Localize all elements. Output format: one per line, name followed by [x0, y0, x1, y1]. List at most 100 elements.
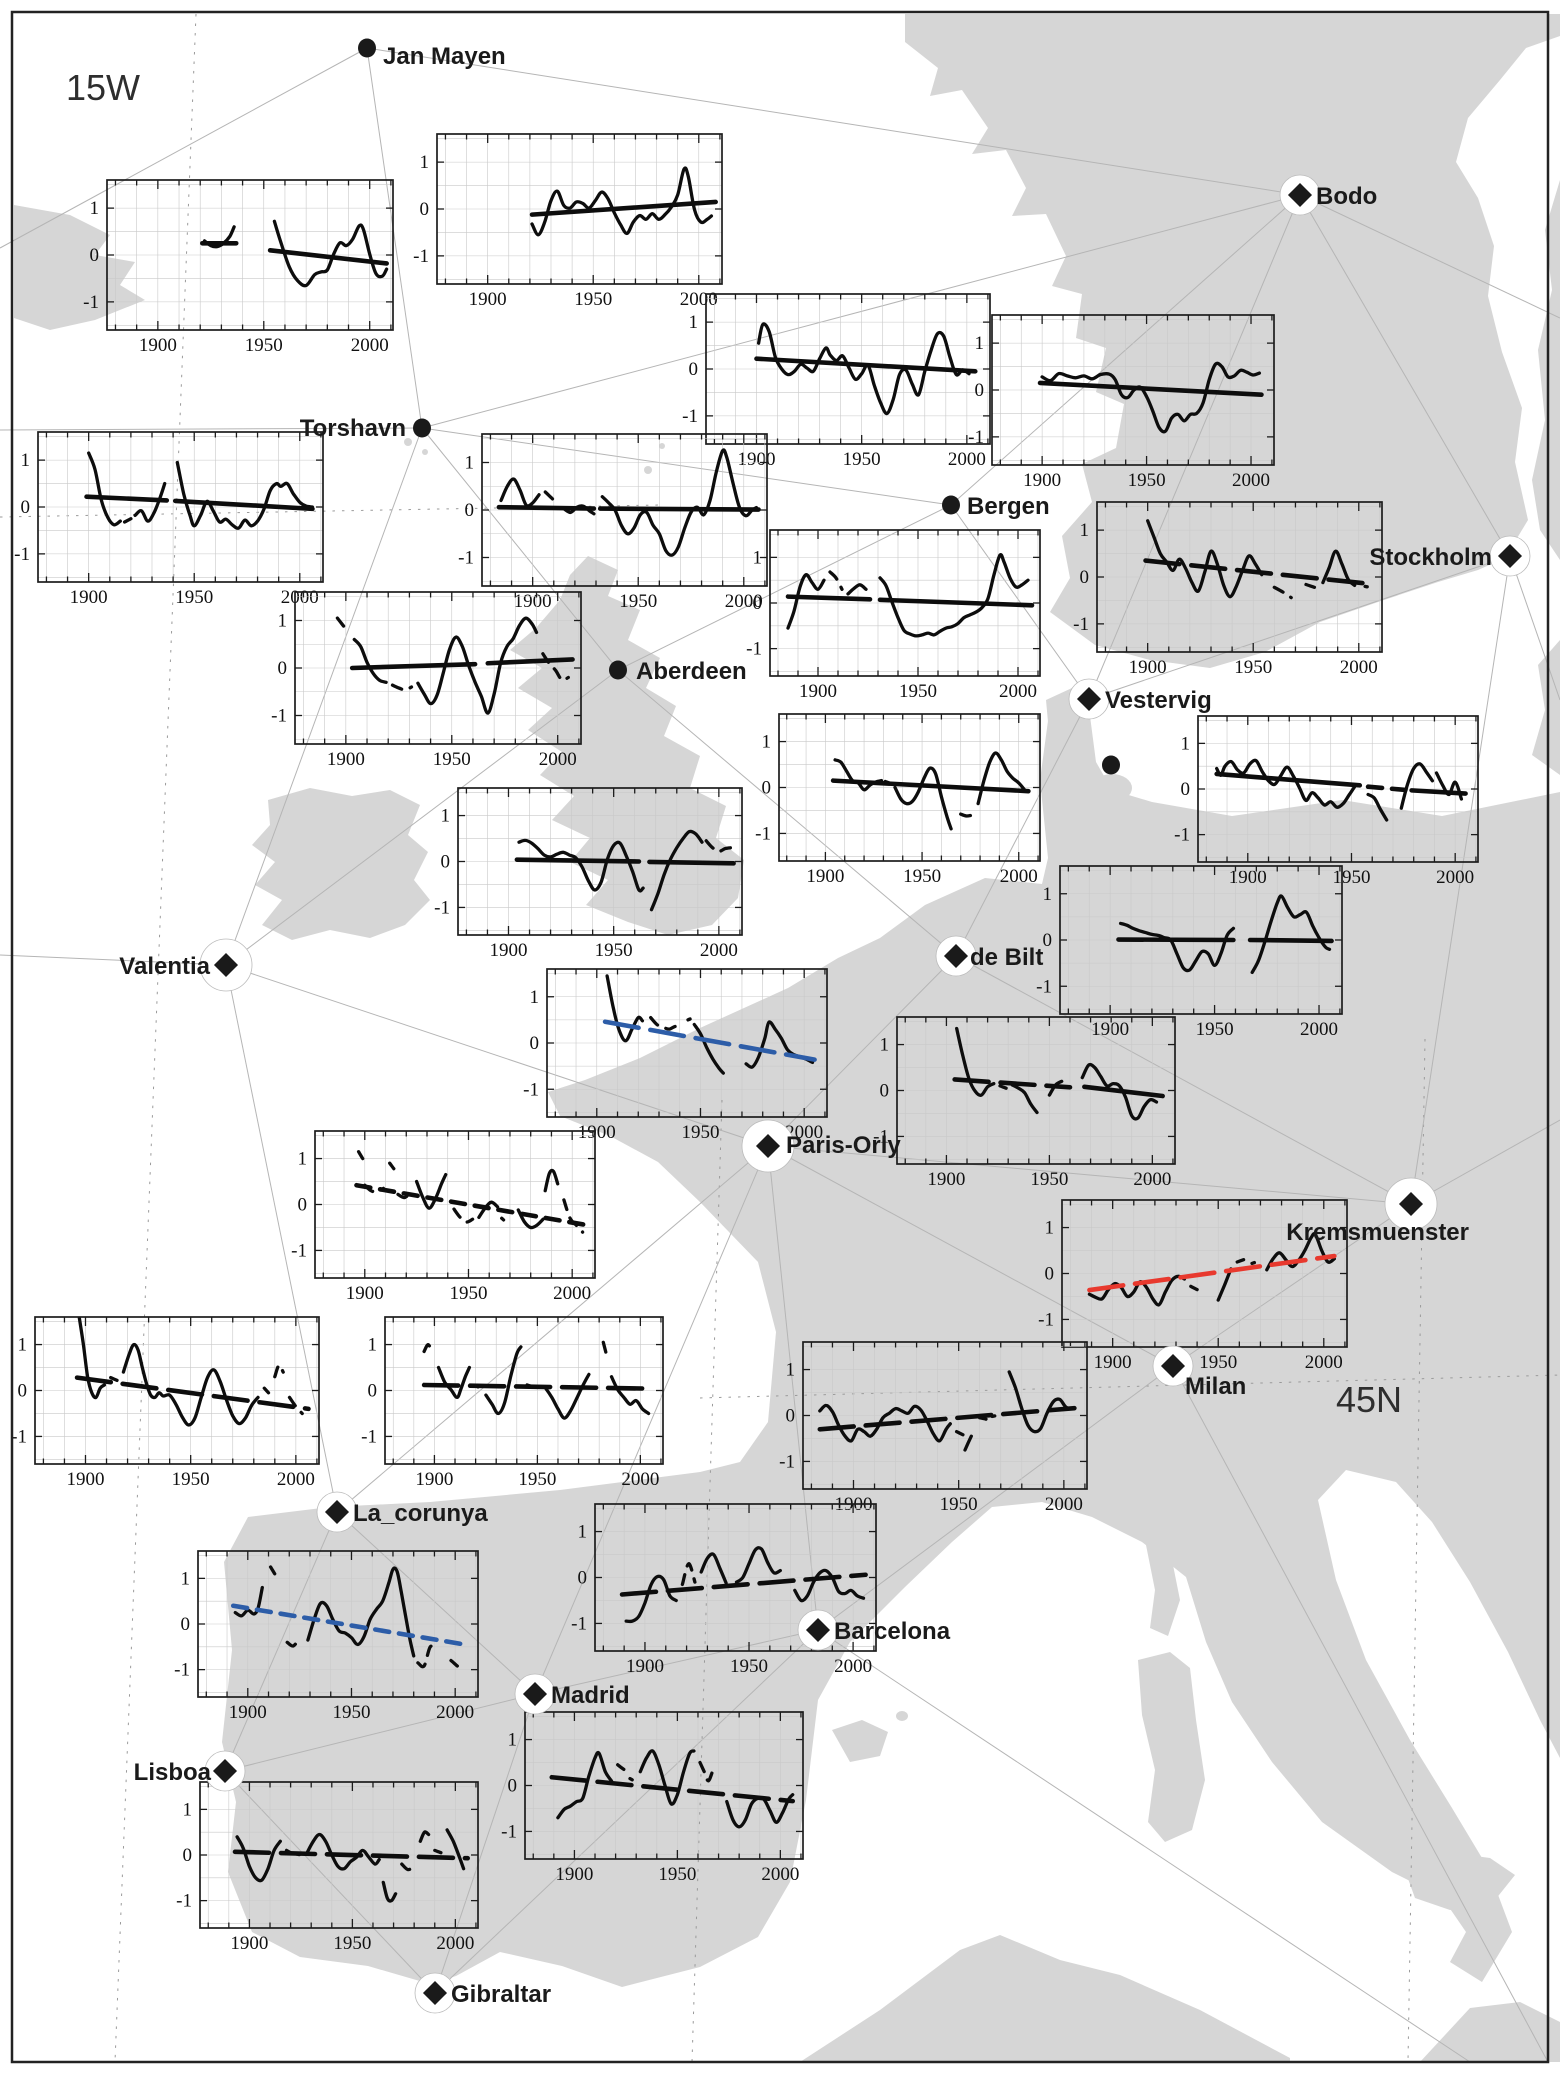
inset-brittany-series-9 [543, 1168, 560, 1193]
land-shape-13 [800, 1935, 1290, 2062]
bodo-diamond-marker-icon [1287, 182, 1313, 208]
inset-stockholm-x-tick-1950: 1950 [1234, 657, 1272, 678]
inset-biscay-y-tick-0: 0 [368, 1381, 378, 1402]
inset-kremsmuenster-series-4 [1250, 1260, 1258, 1266]
inset-rhineland-y-tick--1: -1 [873, 1126, 889, 1147]
network-edge-stockholm-vestervig [1088, 555, 1511, 700]
inset-north-sea-series-2 [893, 766, 953, 831]
network-edge-jan-mayen-torshavn [366, 47, 423, 429]
station-bodo: Bodo [1279, 174, 1377, 216]
inset-brittany-series [354, 1150, 587, 1234]
station-network-lines [0, 47, 1560, 2063]
inset-norwegian-sea-grid [706, 294, 990, 444]
land-shape-10 [1138, 1652, 1205, 1842]
inset-norway-coast-x-tick-1950: 1950 [1128, 470, 1166, 491]
inset-jan-mayen-series [529, 166, 718, 237]
inset-jan-mayen-ticks [437, 134, 722, 284]
inset-milan-series-2 [963, 1434, 973, 1452]
inset-english-channel-series-0 [605, 974, 645, 1043]
inset-la-corunya-series-1 [268, 1565, 277, 1576]
network-edge-stockholm-kremsmuenster [1410, 555, 1511, 1205]
inset-north-sea-tick-labels: 1900 1950 2000 -1 0 1 [755, 732, 1038, 887]
inset-madrid-y-tick-1: 1 [508, 1730, 518, 1751]
inset-madrid-series-1 [616, 1763, 626, 1772]
inset-english-channel-y-tick--1: -1 [523, 1079, 539, 1100]
inset-bergen-y-tick-1: 1 [753, 547, 763, 568]
inset-norwegian-sea-x-tick-1950: 1950 [843, 449, 881, 470]
inset-barcelona-y-tick-0: 0 [578, 1568, 588, 1589]
station-stockholm: Stockholm [1369, 535, 1531, 577]
inset-bergen-series-2 [846, 583, 868, 596]
inset-kremsmuenster-x-tick-1900: 1900 [1094, 1352, 1132, 1373]
inset-england-series-2 [704, 839, 734, 854]
inset-torshavn-southeast-ticks [482, 434, 767, 586]
inset-iberia-atlantic-y-tick--1: -1 [11, 1426, 27, 1447]
station-la-corunya: La_corunya [316, 1491, 488, 1533]
inset-iberia-atlantic-tick-labels: 1900 1950 2000 -1 0 1 [11, 1335, 315, 1490]
inset-norwegian-sea: 1900 1950 2000-101 [682, 293, 991, 470]
inset-torshavn-west-y-tick-1: 1 [21, 450, 31, 471]
inset-kremsmuenster-x-tick-1950: 1950 [1199, 1352, 1237, 1373]
station-de-bilt: de Bilt [935, 935, 1043, 977]
station-kremsmuenster: Kremsmuenster [1286, 1177, 1469, 1246]
inset-scotland-aberdeen-tick-labels: 1900 1950 2000 -1 0 1 [271, 611, 577, 771]
inset-barcelona-x-tick-2000: 2000 [834, 1656, 872, 1677]
network-edge-paris-orly-milan [767, 1145, 1174, 1367]
inset-de-bilt-x-tick-1900: 1900 [1091, 1019, 1129, 1040]
network-ray-milan-6 [1172, 1365, 1549, 2063]
inset-jan-mayen-west-y-tick-0: 0 [90, 245, 100, 266]
inset-jan-mayen-west-x-tick-1900: 1900 [139, 335, 177, 356]
inset-rhineland-y-tick-1: 1 [880, 1035, 890, 1056]
inset-iberia-atlantic-series [74, 1317, 311, 1427]
inset-vestervig-x-tick-1900: 1900 [1229, 867, 1267, 888]
inset-madrid: 1900 1950 2000 -1 0 1 [501, 1711, 804, 1885]
bodo-label: Bodo [1316, 183, 1377, 210]
inset-bergen: 1900 1950 2000 -1 0 1 [746, 529, 1041, 702]
inset-madrid-x-tick-1950: 1950 [658, 1864, 696, 1885]
inset-english-channel-series-2 [686, 1017, 692, 1022]
bergen-label: Bergen [967, 493, 1050, 520]
inset-rhineland-x-tick-2000: 2000 [1133, 1169, 1171, 1190]
inset-norway-coast-trend-0 [1037, 380, 1264, 397]
inset-lisboa-series-5 [400, 1862, 416, 1872]
inset-scotland-aberdeen-x-tick-2000: 2000 [539, 749, 577, 770]
inset-la-corunya-y-tick--1: -1 [174, 1660, 190, 1681]
inset-norwegian-sea-tick-labels: 1900 1950 2000-101 [682, 312, 986, 470]
inset-lisboa-series-0 [235, 1835, 282, 1883]
inset-jan-mayen-x-tick-1950: 1950 [574, 289, 612, 310]
inset-rhineland-trend-0 [952, 1077, 1073, 1090]
inset-jan-mayen-tick-labels: 1900 1950 2000 -1 0 1 [413, 152, 718, 310]
inset-milan-y-tick-0: 0 [786, 1406, 796, 1427]
inset-torshavn-southeast-series-1 [543, 490, 560, 506]
inset-stockholm-y-tick-1: 1 [1080, 520, 1090, 541]
inset-england-series [514, 829, 736, 912]
inset-jan-mayen-y-tick--1: -1 [413, 246, 429, 267]
inset-madrid-x-tick-2000: 2000 [761, 1864, 799, 1885]
inset-norwegian-sea-x-tick-2000: 2000 [948, 449, 986, 470]
inset-vestervig-y-tick--1: -1 [1174, 825, 1190, 846]
network-edge-jan-mayen-bodo [366, 47, 1301, 196]
jan-mayen-circle-marker-icon [358, 38, 376, 58]
network-edge-madrid-lisboa [224, 1693, 536, 1772]
inset-torshavn-southeast-series [496, 448, 761, 557]
network-edge-torshavn-bergen [421, 427, 952, 506]
inset-de-bilt-series-0 [1118, 921, 1236, 973]
inset-scotland-aberdeen-grid [295, 592, 581, 744]
inset-torshavn-southeast-x-tick-2000: 2000 [725, 591, 763, 612]
inset-england-y-tick-1: 1 [441, 806, 451, 827]
inset-kremsmuenster-y-tick--1: -1 [1038, 1309, 1054, 1330]
inset-jan-mayen-west-series [200, 219, 389, 288]
inset-de-bilt-x-tick-2000: 2000 [1300, 1019, 1338, 1040]
inset-bergen-trend-0 [785, 594, 873, 602]
stockholm-diamond-marker-icon [1497, 543, 1523, 569]
inset-milan-series-5 [1007, 1370, 1074, 1434]
inset-stockholm-tick-labels: 1900 1950 2000 -1 0 1 [1073, 520, 1378, 678]
inset-north-sea-x-tick-2000: 2000 [1000, 866, 1038, 887]
inset-rhineland-grid [897, 1017, 1175, 1164]
figure-border [10, 10, 1550, 2064]
inset-norway-coast-tick-labels: 1900 1950 2000 -1 0 1 [968, 333, 1270, 491]
inset-vestervig-series-2 [1399, 762, 1435, 810]
inset-north-sea: 1900 1950 2000 -1 0 1 [755, 713, 1041, 887]
inset-de-bilt-trend-1 [1247, 937, 1334, 944]
